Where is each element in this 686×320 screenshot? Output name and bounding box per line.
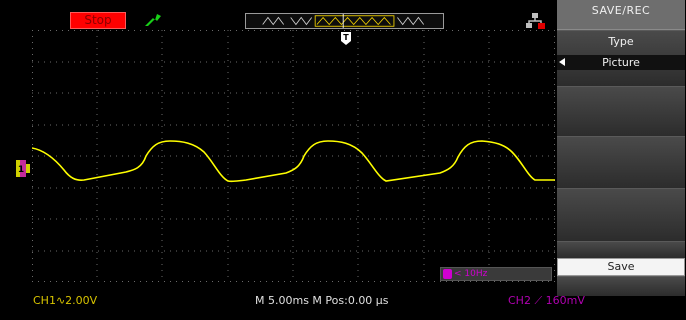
- waveform-display: [32, 30, 555, 282]
- menu-button-empty-5[interactable]: [557, 276, 685, 296]
- save-button[interactable]: Save: [557, 258, 685, 276]
- graticule-grid: [32, 30, 555, 282]
- bottom-status-bar: CH1∿2.00V M 5.00ms M Pos:0.00 µs CH2 ⟋ 1…: [0, 282, 686, 320]
- run-icon: [145, 14, 161, 26]
- left-arrow-icon: [559, 58, 565, 66]
- type-label: Type: [608, 35, 634, 48]
- menu-button-empty-1[interactable]: [557, 86, 685, 136]
- usb-icon: [526, 13, 545, 29]
- svg-text:1: 1: [18, 165, 24, 175]
- ch1-ground-marker[interactable]: 1: [16, 160, 30, 177]
- top-status-bar: Stop: [0, 0, 556, 30]
- type-value-text: Picture: [602, 56, 640, 69]
- trigger-frequency-readout: < 10Hz: [440, 267, 552, 281]
- save-rec-menu: SAVE/REC Type Picture Save: [556, 0, 686, 296]
- menu-button-empty-3[interactable]: [557, 188, 685, 241]
- ch2-scale-readout: CH2 ⟋ 160mV: [508, 294, 585, 307]
- ch1-scale-readout: CH1∿2.00V: [33, 294, 98, 307]
- trigger-icon: [443, 269, 452, 279]
- menu-button-empty-4[interactable]: [557, 241, 685, 258]
- memory-bar-icon: [245, 13, 444, 29]
- type-value[interactable]: Picture: [557, 55, 685, 70]
- run-stop-indicator[interactable]: Stop: [70, 12, 126, 29]
- ch1-waveform: [32, 140, 555, 183]
- timebase-readout: M 5.00ms M Pos:0.00 µs: [255, 294, 389, 307]
- trigger-frequency-text: < 10Hz: [454, 269, 488, 279]
- menu-title: SAVE/REC: [557, 0, 685, 30]
- menu-button-empty-2[interactable]: [557, 136, 685, 188]
- svg-text:T: T: [343, 33, 349, 42]
- type-menu-button[interactable]: Type Picture: [557, 30, 685, 86]
- trigger-position-marker[interactable]: T: [341, 32, 351, 45]
